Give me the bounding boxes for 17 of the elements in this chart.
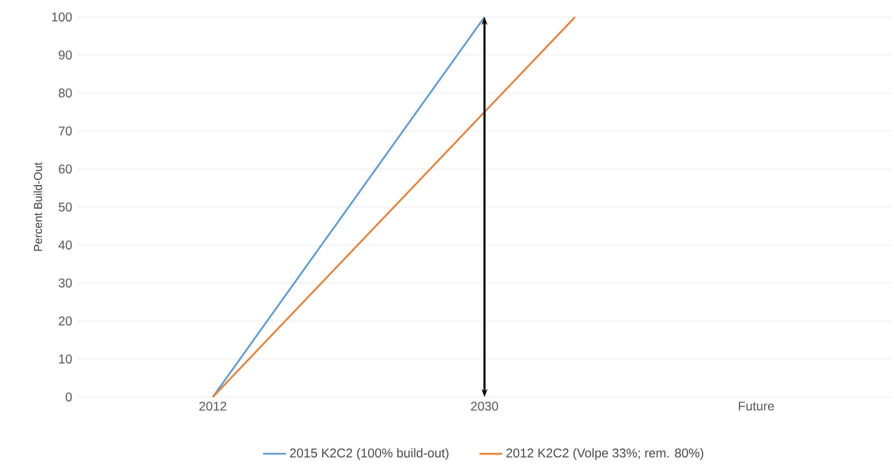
y-tick-label: 30 (58, 278, 72, 288)
y-tick-label: 0 (66, 392, 72, 402)
y-tick-label: 20 (58, 316, 72, 326)
y-tick-label: 100 (52, 12, 72, 22)
y-tick-label: 80 (58, 88, 72, 98)
y-tick-label: 60 (58, 164, 72, 174)
y-tick-label: 90 (58, 50, 72, 60)
legend-label: 2015 K2C2 (100% build-out) (290, 448, 448, 460)
y-tick-label: 70 (58, 126, 72, 136)
y-axis-title: Percent Build-Out (34, 162, 42, 251)
x-tick-label: 2012 (199, 402, 226, 411)
x-tick-label: 2030 (471, 402, 498, 411)
y-tick-label: 40 (58, 240, 72, 250)
x-tick-label: Future (738, 402, 774, 411)
y-tick-label: 50 (58, 202, 72, 212)
y-tick-label: 10 (59, 354, 72, 364)
legend-label: 2012 K2C2 (Volpe 33%; rem. 80%) (506, 448, 704, 460)
